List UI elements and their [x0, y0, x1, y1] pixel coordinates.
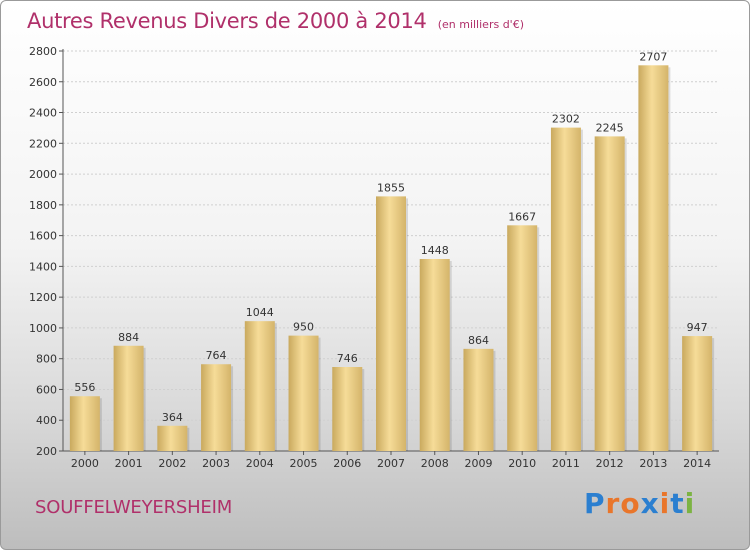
- city-name: SOUFFELWEYERSHEIM: [35, 497, 233, 518]
- y-tick-label: 200: [36, 445, 57, 458]
- bar-2008: [419, 259, 450, 451]
- x-tick-label: 2006: [333, 457, 361, 470]
- logo-letter: i: [684, 487, 696, 520]
- value-label: 950: [293, 321, 314, 334]
- x-tick-label: 2001: [115, 457, 143, 470]
- y-tick-label: 2200: [29, 137, 57, 150]
- value-label: 1855: [377, 181, 405, 194]
- x-tick-label: 2007: [377, 457, 405, 470]
- y-tick-label: 2400: [29, 107, 57, 120]
- logo-letter: t: [670, 487, 685, 520]
- x-tick-label: 2003: [202, 457, 230, 470]
- y-tick-label: 800: [36, 353, 57, 366]
- value-label: 1448: [421, 244, 449, 257]
- value-label: 2302: [552, 113, 580, 126]
- x-tick-label: 2008: [421, 457, 449, 470]
- bar-2007: [376, 196, 406, 451]
- bar-2004: [244, 321, 275, 451]
- bar-2002: [157, 425, 188, 451]
- value-label: 947: [687, 321, 708, 334]
- y-tick-label: 2600: [29, 76, 57, 89]
- bar-2014: [682, 336, 713, 451]
- value-label: 2245: [596, 121, 624, 134]
- value-label: 864: [468, 334, 489, 347]
- bar-2006: [332, 367, 363, 451]
- logo-letter: i: [659, 487, 671, 520]
- logo-letter: P: [584, 487, 606, 520]
- bar-2011: [550, 127, 581, 451]
- chart-subtitle: (en milliers d'€): [437, 18, 524, 31]
- logo-letter: r: [605, 487, 621, 520]
- x-tick-label: 2004: [246, 457, 274, 470]
- proxiti-logo: Proxiti: [584, 487, 695, 520]
- x-tick-label: 2011: [552, 457, 580, 470]
- logo-letter: x: [640, 487, 660, 520]
- y-tick-label: 2800: [29, 45, 57, 58]
- bar-2003: [201, 364, 232, 451]
- x-tick-label: 2010: [508, 457, 536, 470]
- value-label: 364: [162, 411, 183, 424]
- bar-2010: [507, 225, 538, 451]
- y-tick-label: 2000: [29, 168, 57, 181]
- logo-letter: o: [620, 487, 641, 520]
- chart-title: Autres Revenus Divers de 2000 à 2014: [27, 9, 427, 33]
- y-tick-label: 1400: [29, 260, 57, 273]
- y-tick-label: 1200: [29, 291, 57, 304]
- value-label: 556: [74, 381, 95, 394]
- value-label: 1044: [246, 306, 274, 319]
- y-tick-label: 1000: [29, 322, 57, 335]
- bars: [69, 65, 715, 452]
- labels: 200 400 600 800 1000 1200 1400 1600 1800 2000 2200…: [29, 45, 711, 470]
- y-tick-label: 400: [36, 414, 57, 427]
- value-label: 2707: [639, 50, 667, 63]
- value-label: 746: [337, 352, 358, 365]
- value-label: 764: [206, 349, 227, 362]
- bar-2001: [113, 345, 144, 451]
- x-tick-label: 2009: [464, 457, 492, 470]
- x-tick-label: 2002: [158, 457, 186, 470]
- y-tick-label: 1800: [29, 199, 57, 212]
- bar-2009: [463, 348, 494, 451]
- bar-2005: [288, 335, 319, 451]
- x-tick-label: 2005: [290, 457, 318, 470]
- x-tick-label: 2000: [71, 457, 99, 470]
- value-label: 1667: [508, 210, 536, 223]
- y-tick-label: 1600: [29, 230, 57, 243]
- chart-title-block: Autres Revenus Divers de 2000 à 2014 (en…: [27, 9, 524, 33]
- y-tick-label: 600: [36, 383, 57, 396]
- bar-2012: [594, 136, 625, 451]
- value-label: 884: [118, 331, 139, 344]
- x-tick-label: 2012: [596, 457, 624, 470]
- x-tick-label: 2014: [683, 457, 711, 470]
- x-tick-label: 2013: [639, 457, 667, 470]
- bar-2000: [69, 396, 100, 451]
- bar-2013: [638, 65, 669, 452]
